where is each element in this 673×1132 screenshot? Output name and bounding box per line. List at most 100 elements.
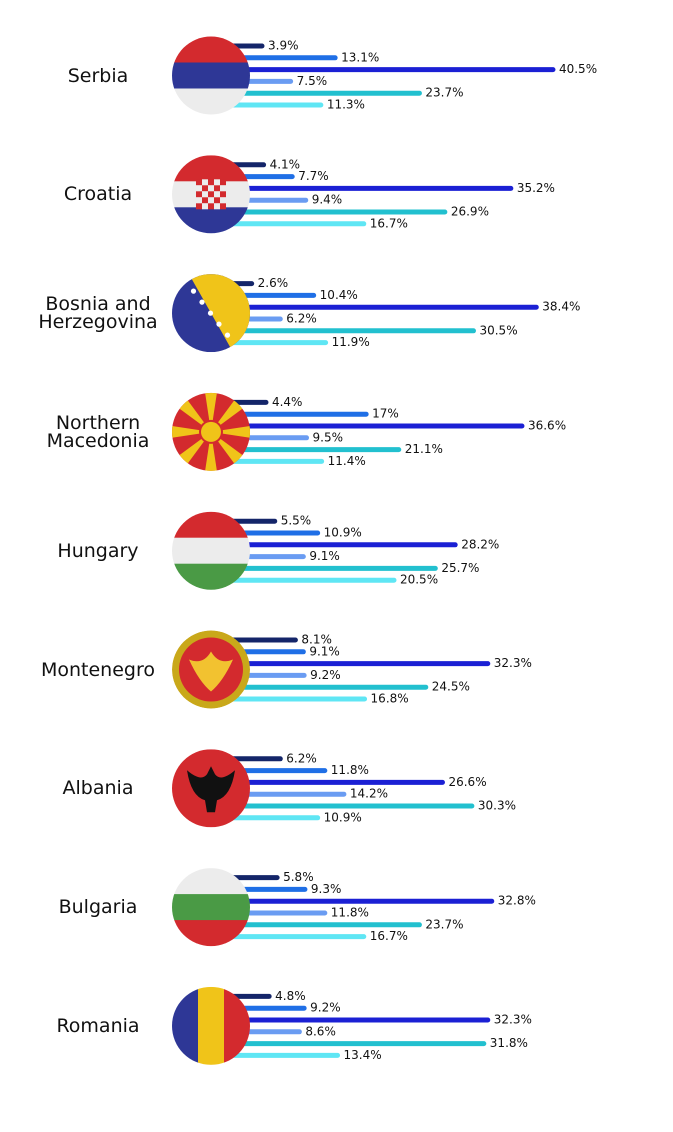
flag-stripe xyxy=(172,986,199,1065)
flag-star xyxy=(224,332,231,338)
flag-star xyxy=(199,299,205,305)
flag-stripe xyxy=(172,920,250,947)
flag xyxy=(172,274,250,353)
flag-check xyxy=(214,191,220,198)
value-label: 5.8% xyxy=(283,870,314,884)
flag-stripe xyxy=(172,894,250,921)
flag-sun xyxy=(201,421,221,442)
value-label: 32.8% xyxy=(498,894,536,908)
flag-check xyxy=(202,197,208,204)
value-label: 9.5% xyxy=(313,430,344,444)
value-label: 7.5% xyxy=(297,74,328,88)
flag xyxy=(172,630,250,709)
value-label: 17% xyxy=(372,407,399,421)
value-label: 25.7% xyxy=(441,561,479,575)
flag xyxy=(172,511,250,590)
flag-check xyxy=(208,185,214,192)
value-label: 13.1% xyxy=(341,50,379,64)
value-label: 7.7% xyxy=(298,169,329,183)
flag-check xyxy=(220,197,226,204)
flag-check xyxy=(196,179,202,186)
flag-check xyxy=(220,191,226,198)
flag-check xyxy=(202,203,208,210)
value-label: 4.4% xyxy=(272,395,303,409)
flag-ray xyxy=(211,424,250,440)
value-label: 24.5% xyxy=(432,680,470,694)
value-label: 28.2% xyxy=(461,537,499,551)
country-label: Montenegro xyxy=(40,658,155,681)
value-label: 23.7% xyxy=(425,86,463,100)
flag-stripe xyxy=(172,207,250,234)
value-label: 23.7% xyxy=(425,917,463,931)
country-label: Bulgaria xyxy=(58,896,138,919)
flag-ray xyxy=(203,392,219,432)
value-label: 11.3% xyxy=(327,98,365,112)
flag-check xyxy=(202,179,208,186)
value-label: 16.8% xyxy=(371,692,409,706)
flag-stripe xyxy=(172,155,250,182)
flag-check xyxy=(220,179,226,186)
flag-ray xyxy=(203,431,219,471)
country-label: Bosnia and Herzegovina xyxy=(38,293,158,334)
value-label: 20.5% xyxy=(400,573,438,587)
flag-star xyxy=(190,288,197,294)
flag-check xyxy=(214,185,220,192)
value-label: 3.9% xyxy=(268,39,299,53)
value-label: 11.8% xyxy=(331,763,369,777)
value-label: 4.8% xyxy=(275,989,306,1003)
flag-check xyxy=(202,191,208,198)
flag-stripe xyxy=(172,563,250,590)
flag-stripe xyxy=(172,36,250,63)
flag xyxy=(172,36,250,115)
value-label: 2.6% xyxy=(258,276,289,290)
value-label: 11.8% xyxy=(331,906,369,920)
flag-check xyxy=(220,185,226,192)
flag-check xyxy=(214,203,220,210)
flag-eagle xyxy=(189,651,233,692)
value-label: 26.9% xyxy=(451,205,489,219)
value-label: 6.2% xyxy=(286,751,317,765)
flag-check xyxy=(208,197,214,204)
value-label: 26.6% xyxy=(448,775,486,789)
flag-stripe xyxy=(172,88,250,115)
value-label: 10.9% xyxy=(324,810,362,824)
flag-check xyxy=(220,203,226,210)
value-label: 10.4% xyxy=(320,288,358,302)
value-label: 36.6% xyxy=(528,419,566,433)
value-label: 8.6% xyxy=(305,1024,336,1038)
value-label: 9.2% xyxy=(310,1001,341,1015)
value-label: 11.9% xyxy=(332,335,370,349)
flag-eagle xyxy=(187,766,235,813)
value-label: 6.2% xyxy=(286,312,317,326)
value-label: 13.4% xyxy=(344,1048,382,1062)
value-label: 40.5% xyxy=(559,62,597,76)
value-label: 11.4% xyxy=(328,454,366,468)
value-label: 9.1% xyxy=(309,549,340,563)
flag-star xyxy=(182,277,188,283)
value-label: 9.1% xyxy=(309,644,340,658)
country-label: Albania xyxy=(62,777,134,800)
value-label: 14.2% xyxy=(350,787,388,801)
country-label: Croatia xyxy=(63,183,133,206)
value-label: 8.1% xyxy=(301,633,332,647)
flag-ray xyxy=(172,424,211,440)
flag-stripe xyxy=(172,537,250,565)
value-label: 38.4% xyxy=(542,300,580,314)
flag-check xyxy=(196,185,202,192)
value-label: 16.7% xyxy=(370,216,408,230)
flag-check xyxy=(196,191,202,198)
value-label: 10.9% xyxy=(324,526,362,540)
flag-stripe xyxy=(172,511,250,539)
value-label: 30.5% xyxy=(479,323,517,337)
flag-stripe xyxy=(172,868,250,895)
value-label: 32.3% xyxy=(494,1013,532,1027)
country-label: Hungary xyxy=(57,539,139,562)
flag-check xyxy=(202,185,208,192)
value-label: 9.4% xyxy=(312,193,343,207)
flag-stripe xyxy=(172,62,250,89)
flag-check xyxy=(214,197,220,204)
value-label: 9.3% xyxy=(311,882,342,896)
flag xyxy=(172,986,250,1065)
